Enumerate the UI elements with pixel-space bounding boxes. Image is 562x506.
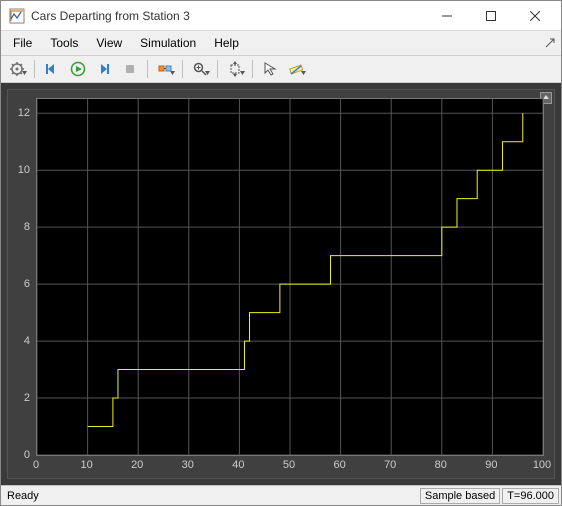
window-title: Cars Departing from Station 3 [31,9,425,23]
svg-text:90: 90 [485,459,497,471]
maximize-button[interactable] [469,2,513,30]
svg-text:50: 50 [283,459,295,471]
menu-tools[interactable]: Tools [42,33,86,53]
status-time: T=96.000 [502,488,559,504]
run-button[interactable] [66,58,90,80]
svg-text:30: 30 [182,459,194,471]
menu-view[interactable]: View [88,33,130,53]
svg-text:8: 8 [24,221,30,233]
toolbar-sep [147,60,148,78]
minimize-button[interactable] [425,2,469,30]
svg-text:20: 20 [131,459,143,471]
status-mode: Sample based [420,488,500,504]
undock-icon[interactable] [545,37,555,51]
close-button[interactable] [513,2,557,30]
status-ready: Ready [3,490,418,502]
svg-text:60: 60 [333,459,345,471]
svg-text:70: 70 [384,459,396,471]
axes[interactable] [36,98,544,456]
autoscale-button[interactable] [223,58,247,80]
menu-simulation[interactable]: Simulation [132,33,204,53]
zoom-button[interactable] [188,58,212,80]
highlight-block-button[interactable] [153,58,177,80]
menu-help[interactable]: Help [206,33,247,53]
toolbar-sep [182,60,183,78]
svg-text:12: 12 [18,107,30,119]
svg-text:0: 0 [24,449,30,461]
step-forward-button[interactable] [92,58,116,80]
menubar: File Tools View Simulation Help [1,31,561,55]
toolbar-sep [34,60,35,78]
menu-file[interactable]: File [5,33,40,53]
stop-button[interactable] [118,58,142,80]
toolbar-sep [252,60,253,78]
svg-text:4: 4 [24,335,30,347]
svg-text:2: 2 [24,392,30,404]
measure-button[interactable] [284,58,308,80]
svg-text:10: 10 [80,459,92,471]
cursor-measure-button[interactable] [258,58,282,80]
app-icon [9,8,25,24]
plot-area: 0 10 20 30 40 50 60 70 80 90 100 0 2 4 6 8 10 12 [1,83,561,485]
svg-text:6: 6 [24,278,30,290]
svg-text:10: 10 [18,164,30,176]
toolbar [1,55,561,83]
plot-panel: 0 10 20 30 40 50 60 70 80 90 100 0 2 4 6 8 10 12 [7,89,555,479]
toolbar-sep [217,60,218,78]
statusbar: Ready Sample based T=96.000 [1,485,561,505]
svg-text:40: 40 [232,459,244,471]
titlebar: Cars Departing from Station 3 [1,1,561,31]
svg-text:0: 0 [33,459,39,471]
svg-text:80: 80 [435,459,447,471]
app-window: Cars Departing from Station 3 File Tools… [0,0,562,506]
svg-text:100: 100 [533,459,551,471]
config-button[interactable] [5,58,29,80]
step-back-button[interactable] [40,58,64,80]
